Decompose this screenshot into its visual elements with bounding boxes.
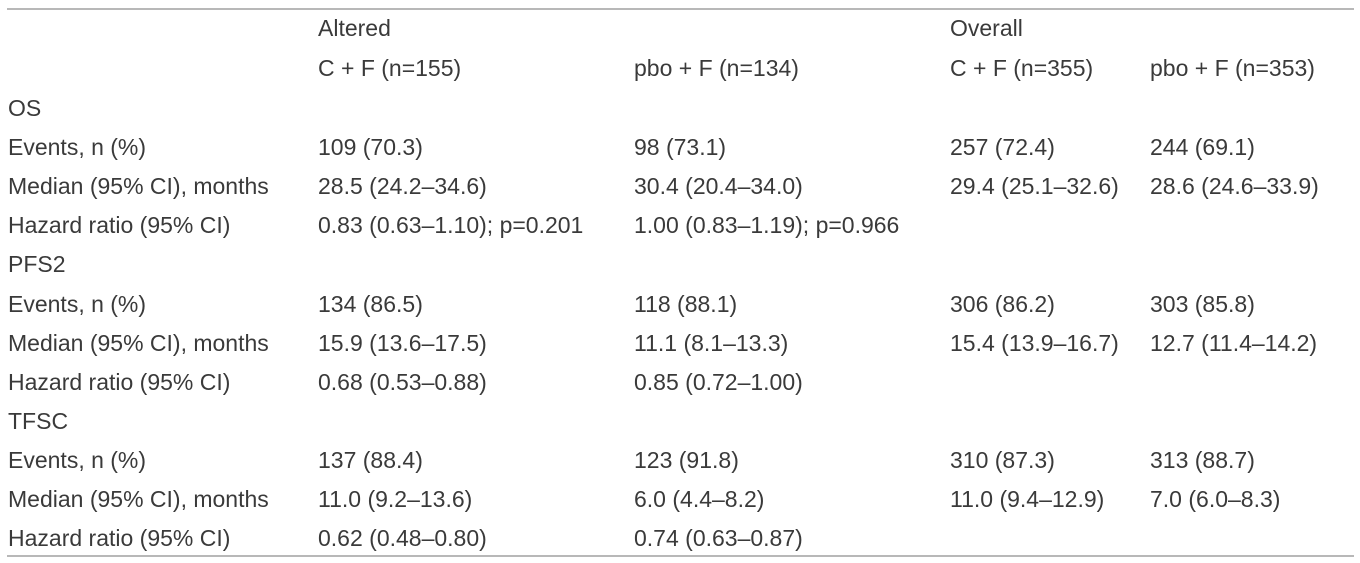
altered-pbo-value: 6.0 (4.4–8.2) [634,486,765,512]
altered-cf-value: 137 (88.4) [318,446,423,473]
altered-cf-value: 134 (86.5) [318,290,423,317]
table-bottom-rule [7,555,1354,557]
altered-pbo-value: 123 (91.8) [634,446,739,473]
row-label: Hazard ratio (95% CI) [8,212,231,239]
altered-cf-value: 109 (70.3) [318,134,423,161]
altered-cf-value: 0.83 (0.63–1.10); p=0.201 [318,212,584,239]
altered-cf-value: 28.5 (24.2–34.6) [318,173,487,200]
section-header-row: PFS2 [0,245,1360,284]
table-row: Events, n (%) 134 (86.5) 118 (88.1) 306 (86… [0,285,1360,324]
column-header-row: C + F (n=155) pbo + F (n=134) C + F (n=3… [0,49,1360,88]
column-header-altered-pbo: pbo + F (n=134) [634,55,799,81]
table-row: Events, n (%) 137 (88.4) 123 (91.8) 310 (87… [0,441,1360,480]
section-title: TFSC [8,407,69,434]
group-header-row: Altered Overall [0,9,1360,48]
column-header-altered-cf: C + F (n=155) [318,55,462,81]
overall-pbo-value: 7.0 (6.0–8.3) [1150,486,1281,512]
altered-pbo-value: 30.4 (20.4–34.0) [634,173,803,200]
overall-pbo-value: 244 (69.1) [1150,134,1255,161]
overall-cf-value: 29.4 (25.1–32.6) [950,173,1119,200]
table-row: Hazard ratio (95% CI) 0.68 (0.53–0.88) 0.8… [0,363,1360,402]
overall-cf-value: 310 (87.3) [950,446,1055,473]
row-label: Events, n (%) [8,290,147,317]
table-row: Events, n (%) 109 (70.3) 98 (73.1) 257 (72.… [0,128,1360,167]
overall-cf-value: 257 (72.4) [950,134,1055,161]
section-title: PFS2 [8,251,66,278]
overall-cf-value: 11.0 (9.4–12.9) [950,486,1105,512]
altered-pbo-value: 0.85 (0.72–1.00) [634,368,803,395]
group-header-altered: Altered [318,15,391,41]
overall-cf-value: 15.4 (13.9–16.7) [950,329,1119,356]
section-header-row: OS [0,89,1360,128]
column-header-overall-pbo: pbo + F (n=353) [1150,55,1315,81]
overall-cf-value: 306 (86.2) [950,290,1055,317]
row-label: Events, n (%) [8,446,147,473]
altered-cf-value: 0.62 (0.48–0.80) [318,525,487,552]
altered-pbo-value: 98 (73.1) [634,134,727,161]
row-label: Hazard ratio (95% CI) [8,525,231,552]
altered-pbo-value: 11.1 (8.1–13.3) [634,329,789,356]
table-row: Hazard ratio (95% CI) 0.62 (0.48–0.80) 0.7… [0,519,1360,558]
table-row: Median (95% CI), months 15.9 (13.6–17.5) 1… [0,324,1360,363]
altered-pbo-value: 118 (88.1) [634,290,738,317]
altered-cf-value: 0.68 (0.53–0.88) [318,368,487,395]
row-label: Events, n (%) [8,134,147,161]
overall-pbo-value: 313 (88.7) [1150,446,1255,473]
table-top-rule [7,8,1354,10]
altered-pbo-value: 0.74 (0.63–0.87) [634,525,803,552]
row-label: Median (95% CI), months [8,486,269,512]
row-label: Median (95% CI), months [8,329,269,356]
column-header-overall-cf: C + F (n=355) [950,55,1094,81]
row-label: Median (95% CI), months [8,173,269,200]
overall-pbo-value: 28.6 (24.6–33.9) [1150,173,1319,200]
table-row: Hazard ratio (95% CI) 0.83 (0.63–1.10); p… [0,206,1360,245]
section-header-row: TFSC [0,402,1360,441]
altered-pbo-value: 1.00 (0.83–1.19); p=0.966 [634,212,900,239]
row-label: Hazard ratio (95% CI) [8,368,231,395]
overall-pbo-value: 303 (85.8) [1150,290,1255,317]
table-row: Median (95% CI), months 11.0 (9.2–13.6) 6.… [0,480,1360,519]
table-row: Median (95% CI), months 28.5 (24.2–34.6) 3… [0,167,1360,206]
section-title: OS [8,95,42,121]
group-header-overall: Overall [950,15,1023,41]
overall-pbo-value: 12.7 (11.4–14.2) [1150,329,1318,356]
altered-cf-value: 15.9 (13.6–17.5) [318,329,487,356]
altered-cf-value: 11.0 (9.2–13.6) [318,486,473,512]
